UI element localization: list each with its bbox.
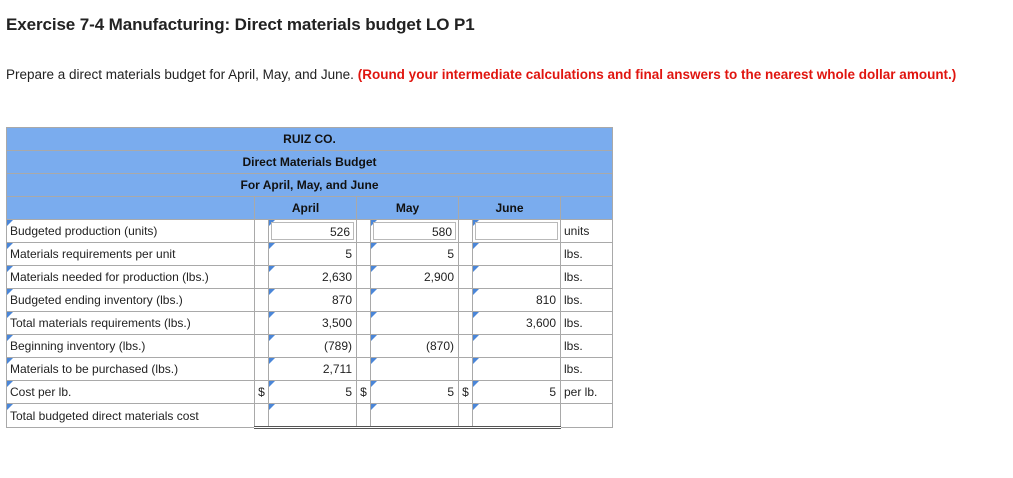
unit-label: lbs. — [560, 311, 613, 335]
june-value-input[interactable] — [472, 357, 561, 381]
budget-row: Materials needed for production (lbs.) 2,… — [6, 265, 613, 289]
may-value-input[interactable] — [370, 403, 459, 429]
may-currency — [356, 242, 371, 266]
april-currency — [254, 403, 269, 429]
row-label[interactable]: Materials needed for production (lbs.) — [6, 265, 255, 289]
june-value-input[interactable] — [472, 403, 561, 429]
april-currency — [254, 265, 269, 289]
budget-row: Materials to be purchased (lbs.) 2,711 lbs… — [6, 357, 613, 381]
may-currency — [356, 219, 371, 243]
unit-label: lbs. — [560, 242, 613, 266]
input-box: 580 — [373, 222, 456, 240]
header-june: June — [458, 196, 561, 220]
april-currency — [254, 242, 269, 266]
april-value-input[interactable]: (789) — [268, 334, 357, 358]
header-may: May — [356, 196, 459, 220]
april-currency — [254, 288, 269, 312]
budget-row: Materials requirements per unit 5 5 lbs. — [6, 242, 613, 266]
budget-name: Direct Materials Budget — [6, 150, 613, 174]
may-currency — [356, 403, 371, 429]
header-unit-blank — [560, 196, 613, 220]
unit-label — [560, 403, 613, 428]
budget-period: For April, May, and June — [6, 173, 613, 197]
april-value-input[interactable]: 870 — [268, 288, 357, 312]
unit-label: lbs. — [560, 288, 613, 312]
row-label[interactable]: Beginning inventory (lbs.) — [6, 334, 255, 358]
june-currency — [458, 265, 473, 289]
instructions: Prepare a direct materials budget for Ap… — [6, 66, 996, 83]
unit-label: per lb. — [560, 380, 613, 404]
budget-row: Total budgeted direct materials cost — [6, 403, 613, 429]
april-currency: $ — [254, 380, 269, 404]
row-label[interactable]: Budgeted production (units) — [6, 219, 255, 243]
may-value-input[interactable]: 5 — [370, 380, 459, 404]
june-value-input[interactable]: 3,600 — [472, 311, 561, 335]
june-value-input[interactable] — [472, 265, 561, 289]
june-value-input[interactable] — [472, 242, 561, 266]
june-currency — [458, 403, 473, 429]
budget-row: Cost per lb. $5 $5 $5 per lb. — [6, 380, 613, 404]
row-label[interactable]: Total materials requirements (lbs.) — [6, 311, 255, 335]
may-currency — [356, 334, 371, 358]
header-blank — [6, 196, 255, 220]
june-currency — [458, 357, 473, 381]
budget-row: Total materials requirements (lbs.) 3,500… — [6, 311, 613, 335]
june-currency — [458, 311, 473, 335]
may-value-input[interactable] — [370, 288, 459, 312]
unit-label: lbs. — [560, 357, 613, 381]
april-value-input[interactable]: 5 — [268, 242, 357, 266]
row-label[interactable]: Materials requirements per unit — [6, 242, 255, 266]
budget-row: Budgeted production (units) 526 580 units — [6, 219, 613, 243]
value-text: 526 — [329, 225, 350, 239]
may-currency — [356, 311, 371, 335]
april-value-input[interactable]: 5 — [268, 380, 357, 404]
april-currency — [254, 334, 269, 358]
budget-row: Budgeted ending inventory (lbs.) 870 810 lb… — [6, 288, 613, 312]
unit-label: lbs. — [560, 334, 613, 358]
april-currency — [254, 357, 269, 381]
input-box: 526 — [271, 222, 354, 240]
june-currency — [458, 242, 473, 266]
april-value-input[interactable]: 3,500 — [268, 311, 357, 335]
june-value-input[interactable]: 5 — [472, 380, 561, 404]
may-value-input[interactable]: 580 — [370, 219, 459, 243]
row-label[interactable]: Materials to be purchased (lbs.) — [6, 357, 255, 381]
exercise-title: Exercise 7-4 Manufacturing: Direct mater… — [6, 15, 475, 34]
row-label[interactable]: Total budgeted direct materials cost — [6, 403, 255, 428]
company-name: RUIZ CO. — [6, 127, 613, 151]
may-currency — [356, 357, 371, 381]
june-currency — [458, 288, 473, 312]
budget-row: Beginning inventory (lbs.) (789) (870) lbs. — [6, 334, 613, 358]
unit-label: units — [560, 219, 613, 243]
may-currency — [356, 265, 371, 289]
june-currency: $ — [458, 380, 473, 404]
row-label[interactable]: Budgeted ending inventory (lbs.) — [6, 288, 255, 312]
june-value-input[interactable] — [472, 334, 561, 358]
instructions-text: Prepare a direct materials budget for Ap… — [6, 67, 354, 82]
april-currency — [254, 219, 269, 243]
may-value-input[interactable] — [370, 311, 459, 335]
june-currency — [458, 219, 473, 243]
may-currency — [356, 288, 371, 312]
june-value-input[interactable] — [472, 219, 561, 243]
may-value-input[interactable]: (870) — [370, 334, 459, 358]
june-currency — [458, 334, 473, 358]
unit-label: lbs. — [560, 265, 613, 289]
input-box — [475, 222, 558, 240]
may-value-input[interactable]: 2,900 — [370, 265, 459, 289]
april-value-input[interactable] — [268, 403, 357, 429]
april-currency — [254, 311, 269, 335]
header-april: April — [254, 196, 357, 220]
may-value-input[interactable] — [370, 357, 459, 381]
april-value-input[interactable]: 526 — [268, 219, 357, 243]
row-label[interactable]: Cost per lb. — [6, 380, 255, 404]
april-value-input[interactable]: 2,711 — [268, 357, 357, 381]
may-currency: $ — [356, 380, 371, 404]
direct-materials-budget-table: RUIZ CO. Direct Materials Budget For Apr… — [6, 127, 613, 429]
may-value-input[interactable]: 5 — [370, 242, 459, 266]
instructions-emphasis: (Round your intermediate calculations an… — [357, 67, 957, 82]
value-text: 580 — [431, 225, 452, 239]
april-value-input[interactable]: 2,630 — [268, 265, 357, 289]
june-value-input[interactable]: 810 — [472, 288, 561, 312]
